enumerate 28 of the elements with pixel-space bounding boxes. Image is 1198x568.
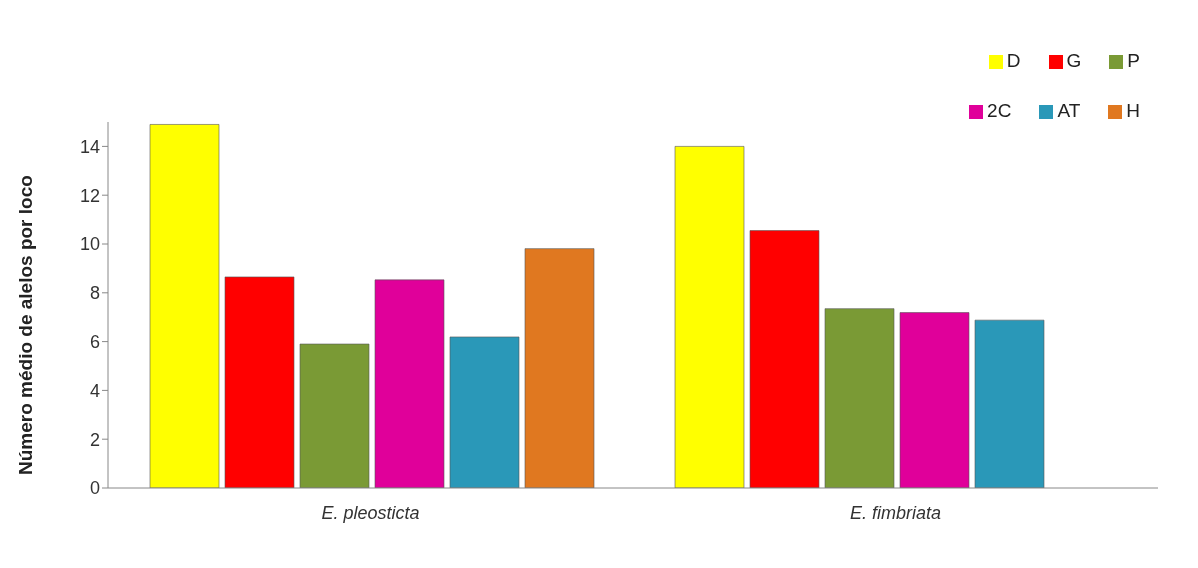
bar <box>449 336 520 488</box>
x-tick-label: E. fimbriata <box>849 502 942 523</box>
x-tick-label: E. pleosticta <box>321 502 420 523</box>
legend-label: D <box>1006 50 1021 71</box>
y-tick-label: 2 <box>89 429 100 450</box>
bar <box>749 230 820 488</box>
legend-label: H <box>1126 100 1140 121</box>
y-tick-label: 10 <box>79 234 100 255</box>
bar <box>299 343 370 488</box>
bar <box>674 146 745 488</box>
y-tick-label: 0 <box>89 478 100 499</box>
y-tick-label: 6 <box>89 331 100 352</box>
bar <box>524 248 595 488</box>
legend-label: G <box>1066 50 1082 71</box>
y-tick-label: 8 <box>89 283 100 304</box>
bar <box>824 308 895 488</box>
bar <box>899 312 970 488</box>
bar <box>224 276 295 488</box>
bar <box>149 124 220 488</box>
y-tick-label: 14 <box>79 136 100 157</box>
legend-label: AT <box>1057 100 1081 121</box>
legend-label: P <box>1127 50 1140 71</box>
legend-label: 2C <box>987 100 1012 121</box>
y-tick-label: 12 <box>79 185 100 206</box>
bar <box>974 319 1045 488</box>
y-tick-label: 4 <box>89 380 100 401</box>
y-axis-title: Número médio de alelos por loco <box>14 175 36 475</box>
bar <box>374 279 445 488</box>
